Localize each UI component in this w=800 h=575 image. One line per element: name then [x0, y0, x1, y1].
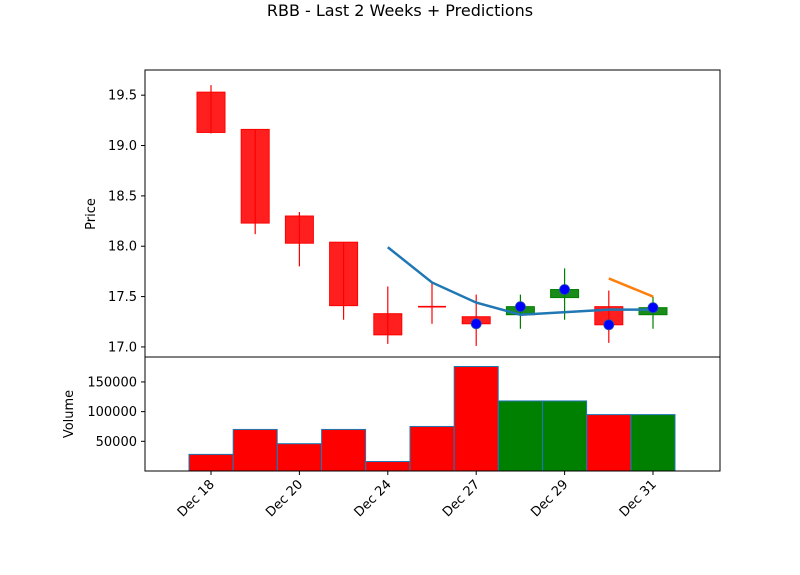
x-tick-label: Dec 27 — [440, 477, 483, 520]
volume-bar — [188, 453, 234, 472]
price-panel: 17.0 17.5 18.0 18.5 19.0 19.5 — [108, 69, 721, 358]
volume-bar — [542, 400, 588, 472]
marker-point — [647, 302, 659, 314]
volume-bar — [497, 400, 543, 472]
price-y-tick-label: 17.0 — [108, 340, 137, 355]
price-y-tick-label: 19.5 — [108, 89, 137, 104]
candle-body — [240, 128, 270, 224]
volume-panel: 50000 100000 150000 Dec 18 Dec 20 Dec 24 Dec 2… — [87, 356, 721, 520]
price-axis-label: Price — [84, 198, 99, 230]
x-tick-label: Dec 20 — [263, 477, 306, 520]
volume-bar — [409, 425, 455, 472]
volume-bar — [232, 428, 278, 472]
price-y-tick-label: 18.5 — [108, 189, 137, 204]
candle-body — [196, 91, 226, 133]
volume-bar — [365, 461, 411, 472]
candle-body — [329, 241, 359, 307]
volume-bar — [321, 428, 367, 472]
series-line — [387, 246, 653, 316]
x-tick-label: Dec 31 — [617, 477, 660, 520]
price-y-tick-label: 17.5 — [108, 290, 137, 305]
marker-point — [603, 319, 615, 331]
candle-body — [284, 215, 314, 244]
volume-y-tick-label: 50000 — [96, 435, 137, 450]
chart-title: RBB - Last 2 Weeks + Predictions — [267, 1, 533, 20]
volume-axis-label: Volume — [62, 390, 77, 438]
volume-bar — [453, 366, 499, 472]
x-tick-label: Dec 24 — [352, 477, 395, 520]
volume-bar — [586, 414, 632, 472]
volume-y-tick-label: 100000 — [87, 405, 137, 420]
candle-body — [373, 313, 403, 336]
marker-point — [515, 301, 526, 313]
series-line — [608, 277, 654, 298]
volume-bar — [276, 443, 322, 472]
price-y-tick-label: 19.0 — [108, 139, 137, 154]
marker-point — [559, 284, 570, 295]
volume-bar — [630, 414, 676, 472]
price-y-tick-label: 18.0 — [108, 240, 137, 255]
x-tick-label: Dec 29 — [528, 477, 571, 520]
volume-y-tick-label: 150000 — [87, 375, 137, 390]
volume-axes-frame — [144, 356, 721, 472]
x-tick-label: Dec 18 — [175, 477, 218, 520]
marker-point — [470, 318, 482, 330]
